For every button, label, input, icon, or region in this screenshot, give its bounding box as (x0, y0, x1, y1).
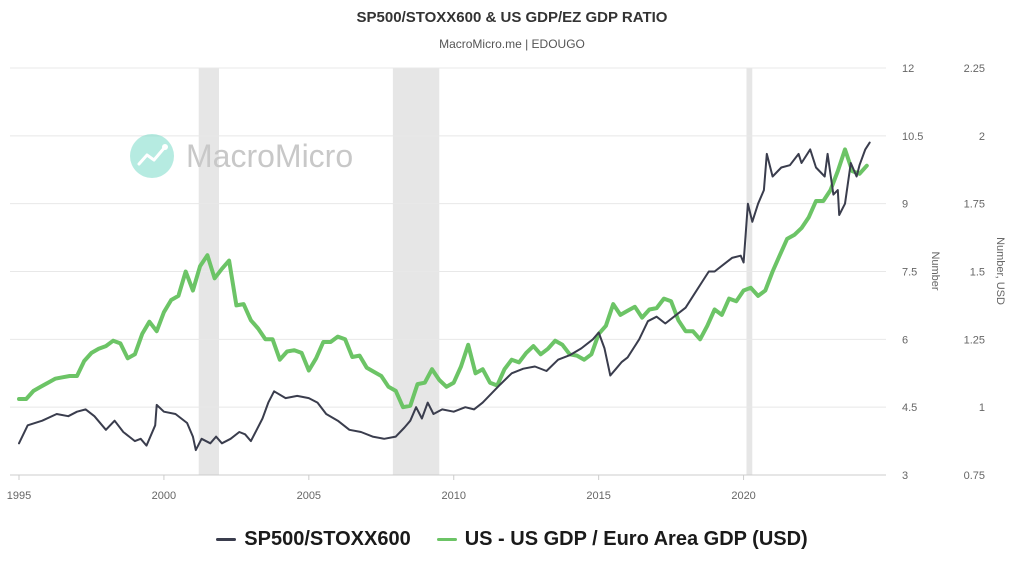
x-axis-tick-label: 2015 (586, 490, 610, 502)
x-axis-tick-label: 2020 (731, 490, 755, 502)
left-axis-tick-label: 3 (902, 470, 908, 482)
chart-canvas: MacroMicro 3 4.5 6 7.5 9 10.5 12 0.75 1 1.25 1.5 1.… (7, 63, 1006, 502)
left-axis-tick-label: 10.5 (902, 131, 923, 143)
x-axis-tick-label: 2010 (442, 490, 466, 502)
left-axis-tick-label: 9 (902, 199, 908, 211)
legend-item-series1[interactable]: SP500/STOXX600 (216, 528, 411, 551)
right-axis-tick-label: 1.75 (964, 199, 985, 211)
legend-swatch-series2 (436, 538, 457, 541)
left-axis-tick-label: 12 (902, 63, 914, 75)
right-axis-tick-label: 1 (979, 402, 985, 414)
legend-swatch-series1 (216, 538, 237, 541)
series-line-2 (17, 147, 869, 410)
right-axis-tick-label: 2 (979, 131, 985, 143)
gridlines (10, 67, 886, 408)
right-axis-tick-label: 1.25 (964, 334, 985, 346)
chart-title: SP500/STOXX600 & US GDP/EZ GDP RATIO (356, 9, 668, 26)
left-axis-tick-label: 7.5 (902, 267, 917, 279)
chart-growth-icon (130, 134, 174, 178)
x-axis-tick-label: 2005 (297, 490, 321, 502)
series-line-1 (18, 141, 871, 452)
x-axis-tick-label: 2000 (152, 490, 176, 502)
right-axis-title: Number, USD (994, 237, 1006, 305)
right-axis-tick-label: 0.75 (964, 470, 985, 482)
right-axis-tick-label: 2.25 (964, 63, 985, 75)
legend: SP500/STOXX600 US - US GDP / Euro Area G… (0, 528, 1024, 551)
legend-label-series2: US - US GDP / Euro Area GDP (USD) (464, 528, 808, 550)
axes: 3 4.5 6 7.5 9 10.5 12 0.75 1 1.25 1.5 1.75 2 2.25 1995… (7, 63, 1006, 502)
watermark-text: MacroMicro (186, 138, 353, 174)
x-axis-tick-label: 1995 (7, 490, 31, 502)
chart-subtitle: MacroMicro.me | EDOUGO (439, 37, 585, 51)
left-axis-title: Number (929, 251, 941, 290)
right-axis-tick-label: 1.5 (970, 267, 985, 279)
watermark: MacroMicro (130, 134, 353, 178)
series-lines (17, 141, 871, 452)
legend-item-series2[interactable]: US - US GDP / Euro Area GDP (USD) (436, 528, 808, 551)
left-axis-tick-label: 6 (902, 334, 908, 346)
left-axis-tick-label: 4.5 (902, 402, 917, 414)
legend-label-series1: SP500/STOXX600 (244, 528, 411, 550)
